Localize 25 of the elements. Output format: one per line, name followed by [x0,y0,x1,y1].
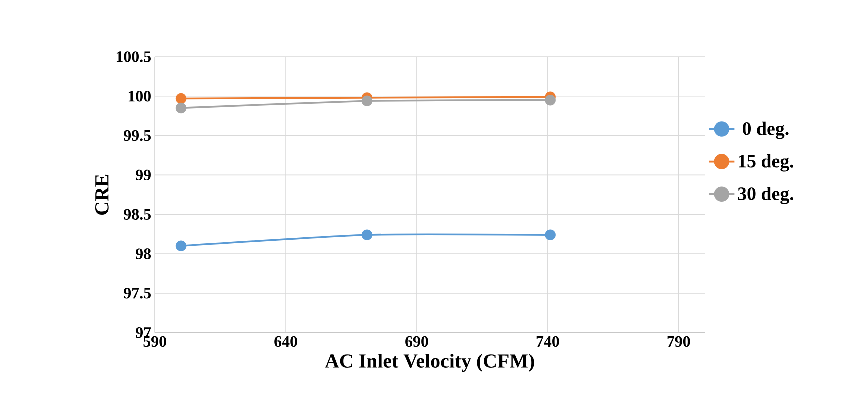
legend-label: 30 deg. [738,187,794,204]
y-tick-label: 98.5 [124,209,151,220]
y-tick-label: 97 [136,328,152,338]
legend-label: 0 deg. [743,122,789,140]
y-tick-label: 99.5 [124,130,151,142]
y-tick-label: 100 [128,91,151,102]
point [545,230,556,241]
legend-label: 15 deg. [739,154,794,172]
point [176,102,187,114]
y-tick-label: 100.5 [116,52,151,62]
point [545,94,556,106]
y-axis-title: CRE [95,174,109,216]
x-tick-label: 740 [536,336,560,348]
y-tick-label: 99 [136,170,151,181]
x-tick-label: 590 [144,336,166,348]
x-tick-label: 640 [274,336,298,348]
point [176,240,187,252]
point [362,96,373,107]
y-tick-label: 97.5 [124,288,151,299]
x-axis-title: AC Inlet Velocity (CFM) [325,354,534,372]
y-tick-label: 98 [136,248,152,260]
x-tick-label: 790 [668,336,690,348]
point [176,93,187,104]
x-tick-label: 690 [406,336,428,348]
point [362,230,373,241]
